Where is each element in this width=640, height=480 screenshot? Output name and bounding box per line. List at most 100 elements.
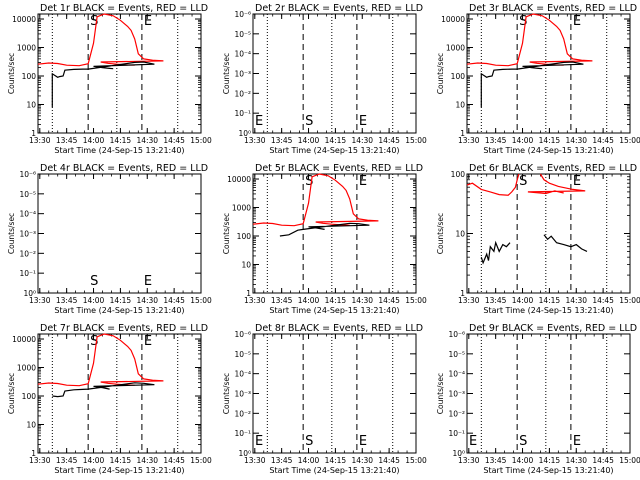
y-axis-label: Counts/sec: [222, 373, 231, 414]
x-tick-label: 14:30: [565, 136, 587, 145]
y-tick-label: 1000: [17, 44, 36, 53]
x-tick-label: 15:00: [405, 456, 427, 465]
x-tick-label: 14:45: [378, 456, 400, 465]
y-tick-label: 1: [31, 129, 36, 138]
y-tick-label: 10⁰: [238, 449, 251, 458]
x-tick-label: 13:45: [485, 296, 507, 305]
y-tick-label: 10⁻¹: [234, 429, 251, 438]
panel-det-1: Det 1r BLACK = Events, RED = LLD 1 10 100 10…: [7, 3, 212, 155]
series-line: [51, 61, 155, 108]
y-tick-label: 1000: [232, 204, 251, 213]
panel-det-4: Det 4r BLACK = Events, RED = LLD 10⁰ 10⁻¹ 1…: [7, 163, 212, 315]
series-line: [543, 234, 588, 252]
plot-frame: [37, 173, 202, 294]
x-tick-label: 15:00: [619, 136, 640, 145]
y-tick-label: 10: [241, 261, 251, 270]
x-axis-label: Start Time (24-Sep-15 13:21:40): [54, 466, 184, 475]
y-tick-label: 10: [26, 101, 36, 110]
panel-title: Det 1r BLACK = Events, RED = LLD: [40, 3, 208, 14]
y-tick-label: 10⁻¹: [448, 429, 465, 438]
y-tick-label: 10⁻⁴: [234, 50, 251, 59]
y-tick-label: 10: [455, 101, 465, 110]
x-tick-label: 13:45: [56, 456, 78, 465]
x-tick-label: 14:00: [298, 136, 320, 145]
series-line: [252, 173, 379, 227]
y-tick-label: 10⁰: [452, 449, 465, 458]
x-tick-label: 15:00: [619, 296, 640, 305]
panel-det-9: Det 9r BLACK = Events, RED = LLD 10⁰ 10⁻¹ 1…: [436, 323, 640, 475]
marker-label-s: S: [90, 334, 98, 349]
y-tick-label: 10⁻⁶: [448, 330, 465, 339]
series-line: [480, 240, 511, 265]
x-tick-label: 14:30: [351, 456, 373, 465]
x-axis-label: Start Time (24-Sep-15 13:21:40): [483, 146, 613, 155]
y-tick-label: 10⁻²: [234, 409, 251, 418]
y-tick-label: 10⁻⁵: [448, 350, 465, 359]
y-tick-label: 10⁻¹: [234, 109, 251, 118]
x-tick-label: 14:15: [110, 296, 132, 305]
marker-label-e: E: [144, 334, 152, 349]
y-axis-label: Counts/sec: [7, 53, 16, 94]
panel-title: Det 4r BLACK = Events, RED = LLD: [40, 163, 208, 174]
y-tick-label: 10⁻⁴: [448, 370, 465, 379]
y-tick-label: 10⁻²: [448, 409, 465, 418]
y-tick-label: 10⁻⁵: [234, 350, 251, 359]
x-tick-label: 14:00: [512, 296, 534, 305]
x-tick-label: 14:00: [512, 136, 534, 145]
y-tick-label: 100: [22, 392, 37, 401]
plot-frame: [252, 173, 417, 294]
x-tick-label: 14:30: [136, 456, 158, 465]
x-tick-label: 14:45: [163, 136, 185, 145]
x-tick-label: 15:00: [190, 456, 212, 465]
y-tick-label: 1: [460, 289, 465, 298]
plot-frame: [37, 333, 202, 454]
x-tick-label: 13:45: [56, 136, 78, 145]
panel-title: Det 9r BLACK = Events, RED = LLD: [469, 323, 637, 334]
x-tick-label: 13:45: [271, 136, 293, 145]
panel-title: Det 2r BLACK = Events, RED = LLD: [255, 3, 423, 14]
x-tick-label: 13:30: [29, 136, 51, 145]
x-tick-label: 14:45: [163, 296, 185, 305]
x-tick-label: 14:00: [83, 296, 105, 305]
x-tick-label: 14:45: [378, 296, 400, 305]
y-tick-label: 10⁻¹: [19, 269, 36, 278]
marker-label-e: E: [359, 174, 367, 189]
x-tick-label: 14:45: [163, 456, 185, 465]
x-tick-label: 14:00: [298, 296, 320, 305]
y-axis-label: Counts/sec: [436, 373, 445, 414]
x-tick-label: 13:30: [29, 456, 51, 465]
x-tick-label: 14:15: [539, 136, 561, 145]
x-tick-label: 14:00: [83, 136, 105, 145]
x-tick-label: 13:45: [485, 136, 507, 145]
y-axis-label: Counts/sec: [7, 373, 16, 414]
marker-label-e: E: [359, 114, 367, 129]
plot-frame: [252, 333, 417, 454]
x-tick-label: 14:15: [539, 456, 561, 465]
x-tick-label: 13:45: [485, 456, 507, 465]
y-tick-label: 10000: [227, 175, 251, 184]
panel-title: Det 5r BLACK = Events, RED = LLD: [255, 163, 423, 174]
marker-label-s: S: [519, 434, 527, 449]
y-tick-label: 10⁻⁶: [234, 10, 251, 19]
marker-label-s: S: [90, 14, 98, 29]
y-tick-label: 100: [451, 170, 466, 179]
y-tick-label: 10⁰: [23, 289, 36, 298]
panel-det-8: Det 8r BLACK = Events, RED = LLD 10⁰ 10⁻¹ 1…: [222, 323, 427, 475]
x-tick-label: 14:00: [298, 456, 320, 465]
x-tick-label: 15:00: [619, 456, 640, 465]
x-tick-label: 14:15: [325, 456, 347, 465]
y-tick-label: 100: [22, 72, 37, 81]
x-tick-label: 14:45: [592, 136, 614, 145]
x-tick-label: 13:30: [458, 296, 480, 305]
panel-title: Det 7r BLACK = Events, RED = LLD: [40, 323, 208, 334]
y-axis-label: Counts/sec: [436, 53, 445, 94]
x-tick-label: 13:30: [244, 136, 266, 145]
series-line: [527, 173, 586, 195]
marker-label-s: S: [519, 14, 527, 29]
x-tick-label: 14:15: [110, 136, 132, 145]
marker-label-e: E: [255, 434, 263, 449]
x-tick-label: 15:00: [190, 136, 212, 145]
marker-label-s: S: [305, 114, 313, 129]
plot-frame: [466, 333, 631, 454]
